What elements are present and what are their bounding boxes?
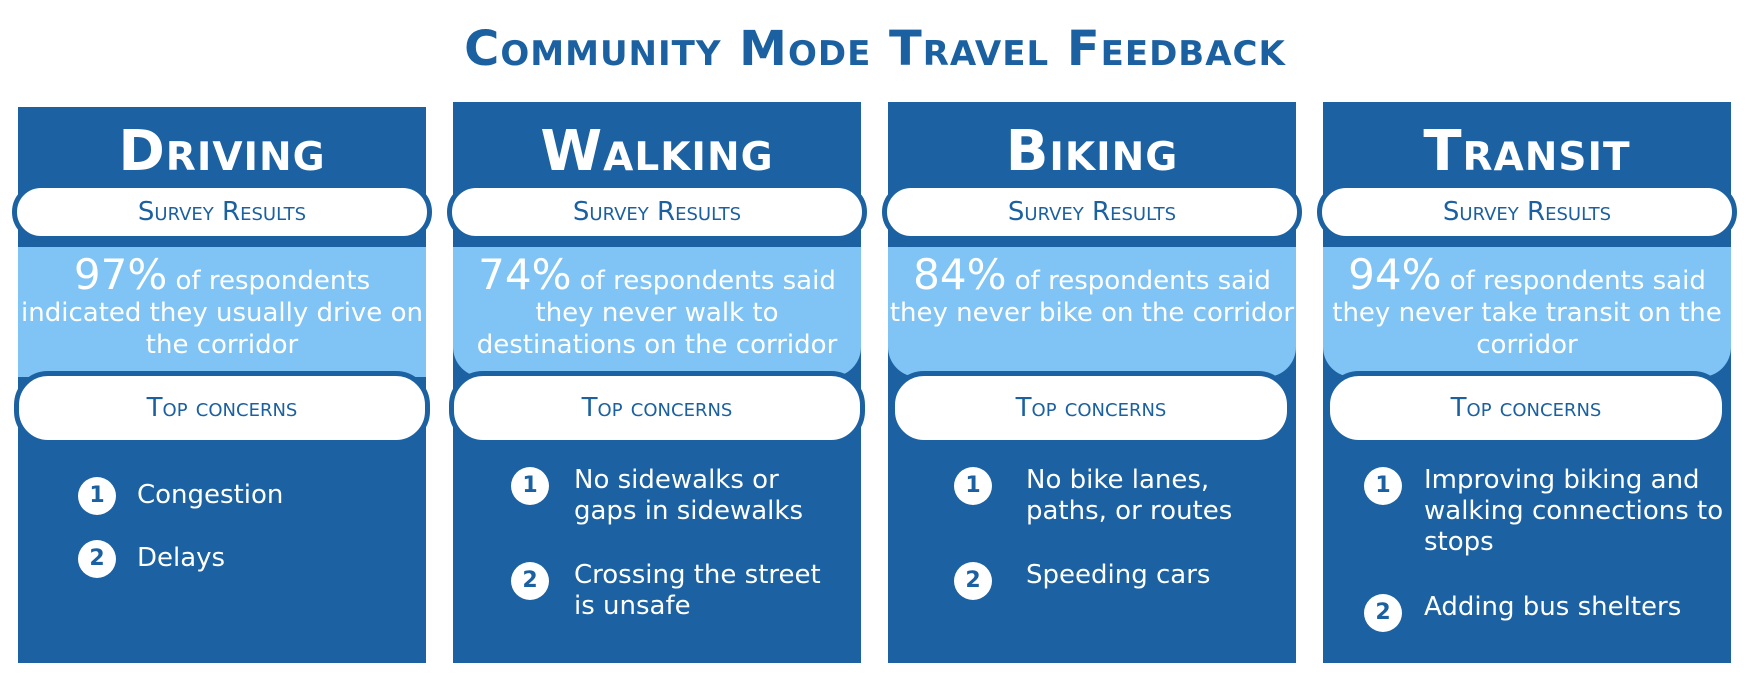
concern-number-1: 1	[1364, 467, 1402, 505]
panel-transit: Transit Survey Results 94% of respondent…	[1317, 102, 1737, 663]
concern-number-2: 2	[511, 562, 549, 600]
panel-driving: Driving Survey Results 97% of respondent…	[12, 107, 432, 663]
survey-stat: 94% of respondents said they never take …	[1323, 254, 1731, 361]
stat-text: of respondents said they never take tran…	[1332, 266, 1722, 360]
concern-number-1: 1	[511, 467, 549, 505]
panel-title: Biking	[1005, 119, 1179, 184]
concern-text: Adding bus shelters	[1424, 592, 1682, 622]
stat-percent: 97%	[73, 250, 168, 299]
survey-results-pill: Survey Results	[1317, 183, 1737, 241]
concern-number-1: 1	[78, 477, 116, 515]
panel-title: Driving	[118, 119, 326, 184]
survey-band	[18, 247, 426, 377]
survey-results-pill: Survey Results	[447, 183, 867, 241]
survey-band	[888, 247, 1296, 377]
concern-text: Congestion	[137, 480, 284, 510]
concern-text: No sidewalks or gaps in sidewalks	[574, 465, 804, 526]
top-concerns-pill: Top concerns	[1325, 371, 1727, 445]
panel-biking: Biking Survey Results 84% of respondents…	[882, 102, 1302, 663]
stat-percent: 84%	[913, 250, 1007, 299]
top-concerns-pill: Top concerns	[890, 371, 1292, 445]
concern-number-2: 2	[78, 540, 116, 578]
stat-text: of respondents said they never walk to d…	[476, 266, 838, 360]
survey-band	[1323, 247, 1731, 377]
panel-walking: Walking Survey Results 74% of respondent…	[447, 102, 867, 663]
concern-text: Delays	[137, 543, 226, 573]
top-concerns-pill: Top concerns	[449, 371, 865, 445]
concern-text: Crossing the street is unsafe	[574, 560, 821, 621]
panel-title: Walking	[540, 119, 774, 184]
top-concerns-pill: Top concerns	[14, 371, 430, 445]
page-title: Community Mode Travel Feedback	[464, 21, 1286, 77]
concern-number-2: 2	[954, 562, 992, 600]
survey-results-pill: Survey Results	[882, 183, 1302, 241]
stat-percent: 74%	[478, 250, 572, 299]
survey-stat: 84% of respondents said they never bike …	[888, 254, 1296, 329]
stat-percent: 94%	[1348, 250, 1442, 299]
stat-text: of respondents indicated they usually dr…	[21, 266, 423, 360]
concern-text: Speeding cars	[1026, 560, 1211, 590]
survey-band	[453, 247, 861, 377]
survey-results-pill: Survey Results	[12, 183, 432, 241]
concern-number-1: 1	[954, 467, 992, 505]
stat-text: of respondents said they never bike on t…	[889, 266, 1295, 328]
survey-stat: 74% of respondents said they never walk …	[453, 254, 861, 361]
survey-stat: 97% of respondents indicated they usuall…	[18, 254, 426, 361]
panel-title: Transit	[1423, 119, 1631, 184]
concern-number-2: 2	[1364, 594, 1402, 632]
concern-text: Improving biking and walking connections…	[1424, 465, 1724, 557]
concern-text: No bike lanes, paths, or routes	[1026, 465, 1233, 526]
